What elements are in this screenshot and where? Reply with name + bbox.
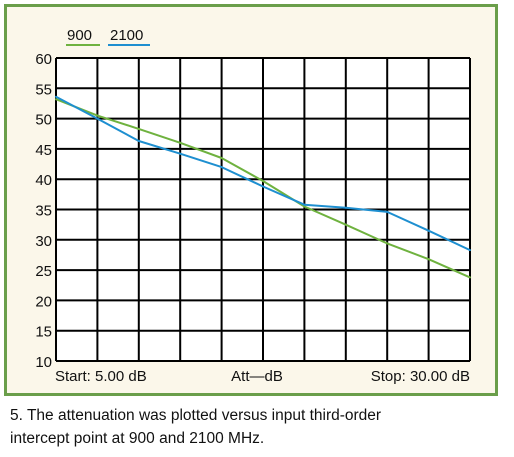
figure-caption: 5. The attenuation was plotted versus in… <box>10 404 504 450</box>
x-axis-start-label: Start: 5.00 dB <box>55 368 147 385</box>
y-tick-label: 15 <box>35 324 52 341</box>
x-axis-label: Att—dB <box>231 368 283 385</box>
y-tick-label: 35 <box>35 203 52 220</box>
data-point-900 <box>427 258 430 261</box>
data-point-900 <box>262 180 264 182</box>
data-point-2100 <box>137 140 140 142</box>
data-point-2100 <box>96 117 99 120</box>
data-point-900 <box>303 205 306 208</box>
grid <box>55 57 471 362</box>
data-point-900 <box>137 127 140 130</box>
y-tick-label: 25 <box>35 263 52 280</box>
data-point-2100 <box>220 166 223 169</box>
y-tick-label: 30 <box>35 233 52 250</box>
data-point-900 <box>469 276 471 279</box>
data-point-900 <box>344 223 347 226</box>
legend-label-900: 900 <box>67 27 92 44</box>
data-point-2100 <box>262 185 264 188</box>
y-tick-label: 60 <box>35 51 52 68</box>
data-point-900 <box>179 141 182 144</box>
line-chart: 900 2100 60 55 50 45 40 35 30 25 20 15 10 Start: 5… <box>35 27 471 385</box>
data-point-900 <box>386 242 389 245</box>
y-tick-label: 45 <box>35 142 52 159</box>
data-point-2100 <box>179 152 182 155</box>
series-lines <box>55 95 471 279</box>
y-tick-label: 20 <box>35 293 52 310</box>
data-point-900 <box>55 98 57 101</box>
legend: 900 2100 <box>66 27 150 46</box>
data-point-2100 <box>303 203 306 206</box>
data-point-2100 <box>344 206 347 209</box>
data-point-2100 <box>427 229 430 232</box>
caption-line-2: intercept point at 900 and 2100 MHz. <box>10 430 265 447</box>
legend-label-2100: 2100 <box>110 27 143 44</box>
data-point-900 <box>96 114 99 117</box>
data-point-900 <box>220 157 223 159</box>
data-point-2100 <box>469 249 471 252</box>
y-tick-label: 55 <box>35 81 52 98</box>
y-tick-label: 40 <box>35 172 52 189</box>
x-axis-stop-label: Stop: 30.00 dB <box>371 368 470 385</box>
y-tick-label: 50 <box>35 112 52 129</box>
caption-line-1: 5. The attenuation was plotted versus in… <box>10 407 382 424</box>
y-tick-label: 10 <box>35 354 52 371</box>
y-axis-ticks: 60 55 50 45 40 35 30 25 20 15 10 <box>35 51 52 371</box>
data-point-2100 <box>386 210 389 213</box>
data-point-2100 <box>55 95 57 98</box>
